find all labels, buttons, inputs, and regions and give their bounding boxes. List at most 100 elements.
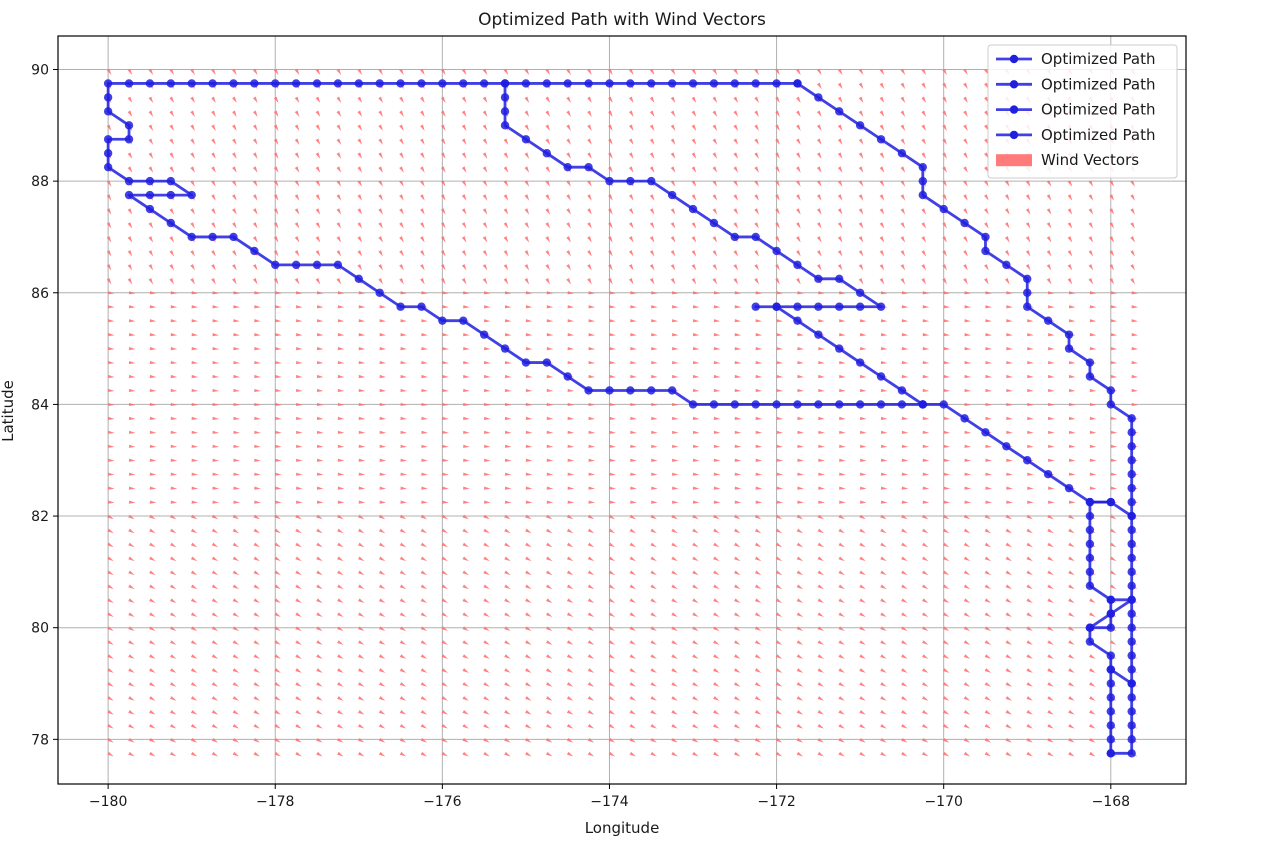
wind-vector <box>901 612 908 617</box>
wind-vector <box>922 640 929 645</box>
wind-vector <box>358 319 366 323</box>
wind-vector <box>253 724 260 729</box>
wind-vector <box>839 458 846 462</box>
wind-vector <box>525 542 532 548</box>
wind-vector <box>900 166 906 173</box>
wind-vector <box>274 626 281 631</box>
wind-vector <box>775 208 780 215</box>
wind-vector <box>713 528 720 534</box>
path-point <box>918 176 927 186</box>
wind-vector <box>482 208 488 215</box>
wind-vector <box>608 124 613 131</box>
wind-vector <box>170 319 178 323</box>
wind-vector <box>1047 737 1054 743</box>
path-point <box>897 400 907 409</box>
wind-vector <box>106 180 112 187</box>
path-point <box>605 79 614 88</box>
wind-vector <box>232 584 240 590</box>
wind-vector <box>796 194 801 201</box>
wind-vector <box>692 291 700 295</box>
wind-vector <box>1110 416 1118 420</box>
path-point <box>647 386 656 395</box>
wind-vector <box>190 264 195 271</box>
wind-vector <box>524 166 530 173</box>
wind-vector <box>796 124 801 131</box>
wind-vector <box>754 528 762 534</box>
wind-vector <box>357 138 363 145</box>
wind-vector <box>107 374 115 379</box>
wind-vector <box>566 542 574 548</box>
wind-vector <box>587 96 592 104</box>
wind-vector <box>984 584 992 590</box>
wind-vector <box>692 305 700 309</box>
wind-vector <box>546 682 553 687</box>
wind-vector <box>692 737 699 743</box>
wind-vector <box>1026 556 1033 562</box>
wind-vector <box>1027 347 1034 351</box>
wind-vector <box>776 360 784 365</box>
path-point <box>500 344 510 353</box>
path-point <box>1127 483 1136 493</box>
wind-vector <box>169 124 175 131</box>
wind-vector <box>337 347 345 351</box>
wind-vector <box>734 444 742 448</box>
wind-vector <box>232 668 240 673</box>
wind-vector <box>275 458 282 462</box>
wind-vector <box>797 360 804 365</box>
wind-vector <box>400 319 408 323</box>
wind-vector <box>1005 626 1012 631</box>
wind-vector <box>1025 250 1031 257</box>
wind-vector <box>755 500 763 504</box>
path-point <box>1127 469 1136 479</box>
wind-vector <box>587 180 592 187</box>
wind-vector <box>587 138 592 145</box>
path-point <box>375 288 384 297</box>
wind-vector <box>859 626 866 631</box>
wind-vector <box>734 388 742 393</box>
wind-vector <box>294 250 300 257</box>
wind-vector <box>252 208 258 215</box>
wind-vector <box>1006 472 1013 476</box>
wind-vector <box>734 430 742 434</box>
wind-vector <box>461 180 467 187</box>
wind-vector <box>797 458 804 462</box>
path-point <box>333 79 343 88</box>
wind-vector <box>149 584 156 590</box>
wind-vector <box>295 291 303 295</box>
path-point <box>751 400 760 409</box>
wind-vector <box>128 724 135 729</box>
wind-vector <box>149 710 156 715</box>
wind-vector <box>1005 514 1012 520</box>
wind-vector <box>838 556 845 562</box>
wind-vector <box>1006 430 1013 434</box>
wind-vector <box>984 682 992 687</box>
path-point <box>835 107 844 116</box>
wind-vector <box>880 319 888 323</box>
wind-vector <box>733 96 739 104</box>
wind-vector <box>1068 584 1075 590</box>
wind-vector <box>1026 710 1033 715</box>
wind-vector <box>922 333 930 337</box>
wind-vector <box>1047 612 1054 617</box>
wind-vector <box>399 180 404 187</box>
wind-vector <box>797 347 804 351</box>
wind-vector <box>608 668 616 673</box>
wind-vector <box>587 724 595 729</box>
wind-vector <box>839 319 846 323</box>
wind-vector <box>525 347 533 351</box>
wind-vector <box>712 236 718 243</box>
wind-vector <box>274 612 281 617</box>
wind-vector <box>880 500 888 504</box>
wind-vector <box>127 236 133 243</box>
wind-vector <box>1089 724 1096 729</box>
wind-vector <box>128 388 136 393</box>
wind-vector <box>670 124 676 131</box>
wind-vector <box>775 264 780 271</box>
wind-vector <box>170 724 177 729</box>
wind-vector <box>566 640 574 645</box>
wind-vector <box>797 500 804 504</box>
wind-vector <box>734 696 741 701</box>
wind-vector <box>525 598 532 604</box>
wind-vector <box>1047 444 1055 448</box>
wind-vector <box>315 124 321 131</box>
